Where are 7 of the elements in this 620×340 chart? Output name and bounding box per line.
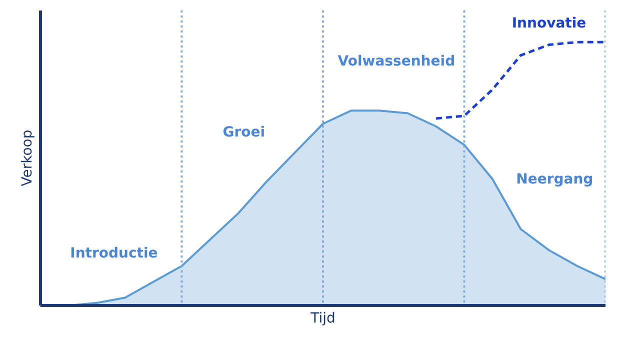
series-label: Innovatie: [512, 16, 586, 32]
annotation: Introductie: [70, 245, 158, 262]
annotation: Neergang: [516, 172, 594, 188]
x-axis-title: Tijd: [310, 310, 336, 326]
y-axis-title: Verkoop: [20, 130, 36, 186]
annotation: Volwassenheid: [338, 54, 456, 70]
annotation: Groei: [222, 124, 266, 140]
